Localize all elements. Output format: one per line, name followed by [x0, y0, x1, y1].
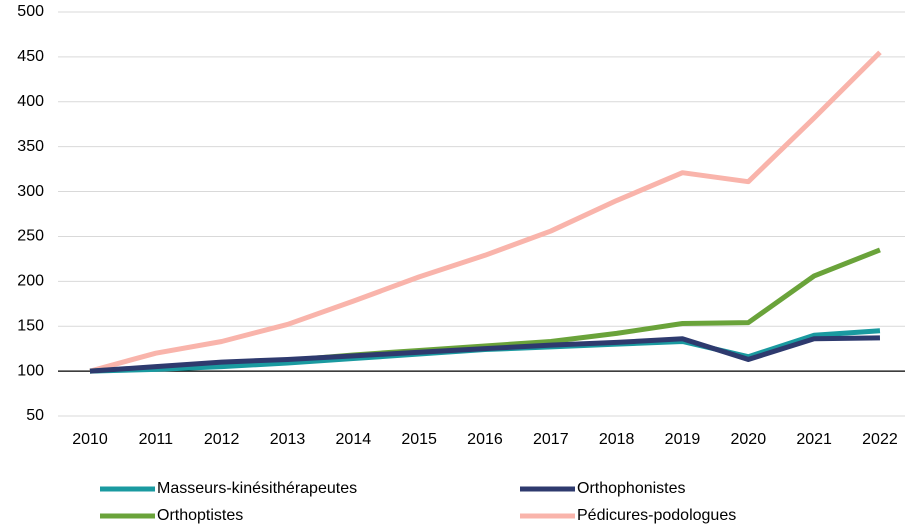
y-tick-label: 250 — [17, 228, 44, 245]
y-tick-label: 100 — [17, 362, 44, 379]
y-tick-label: 500 — [17, 3, 44, 20]
legend-label: Masseurs-kinésithérapeutes — [157, 480, 357, 497]
x-tick-label: 2011 — [139, 431, 174, 448]
x-tick-label: 2015 — [401, 431, 437, 448]
x-tick-label: 2019 — [665, 431, 701, 448]
y-tick-label: 50 — [26, 407, 44, 424]
x-tick-label: 2020 — [731, 431, 767, 448]
y-tick-label: 200 — [17, 273, 44, 290]
legend-label: Orthophonistes — [577, 480, 686, 497]
x-tick-label: 2014 — [336, 431, 372, 448]
x-tick-label: 2022 — [862, 431, 898, 448]
x-tick-label: 2013 — [270, 431, 306, 448]
x-tick-label: 2017 — [533, 431, 569, 448]
legend-label: Pédicures-podologues — [577, 507, 736, 524]
x-tick-label: 2012 — [204, 431, 240, 448]
y-tick-label: 300 — [17, 183, 44, 200]
x-tick-label: 2010 — [72, 431, 108, 448]
series-line — [89, 50, 882, 374]
legend-label: Orthoptistes — [157, 507, 243, 524]
y-tick-label: 450 — [17, 48, 44, 65]
y-tick-label: 150 — [17, 317, 44, 334]
x-tick-label: 2016 — [467, 431, 503, 448]
x-tick-label: 2021 — [796, 431, 832, 448]
x-tick-label: 2018 — [599, 431, 635, 448]
series-line — [89, 335, 880, 374]
y-tick-label: 400 — [17, 93, 44, 110]
y-tick-label: 350 — [17, 138, 44, 155]
